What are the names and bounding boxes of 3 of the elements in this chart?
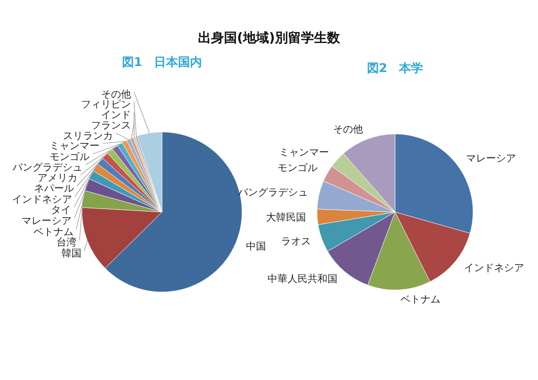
text: 出身国(地域)別留学生数 <box>198 31 341 46</box>
chart-title: 図2 本学 <box>366 61 424 75</box>
chart-title: 図1 日本国内 <box>122 55 202 69</box>
